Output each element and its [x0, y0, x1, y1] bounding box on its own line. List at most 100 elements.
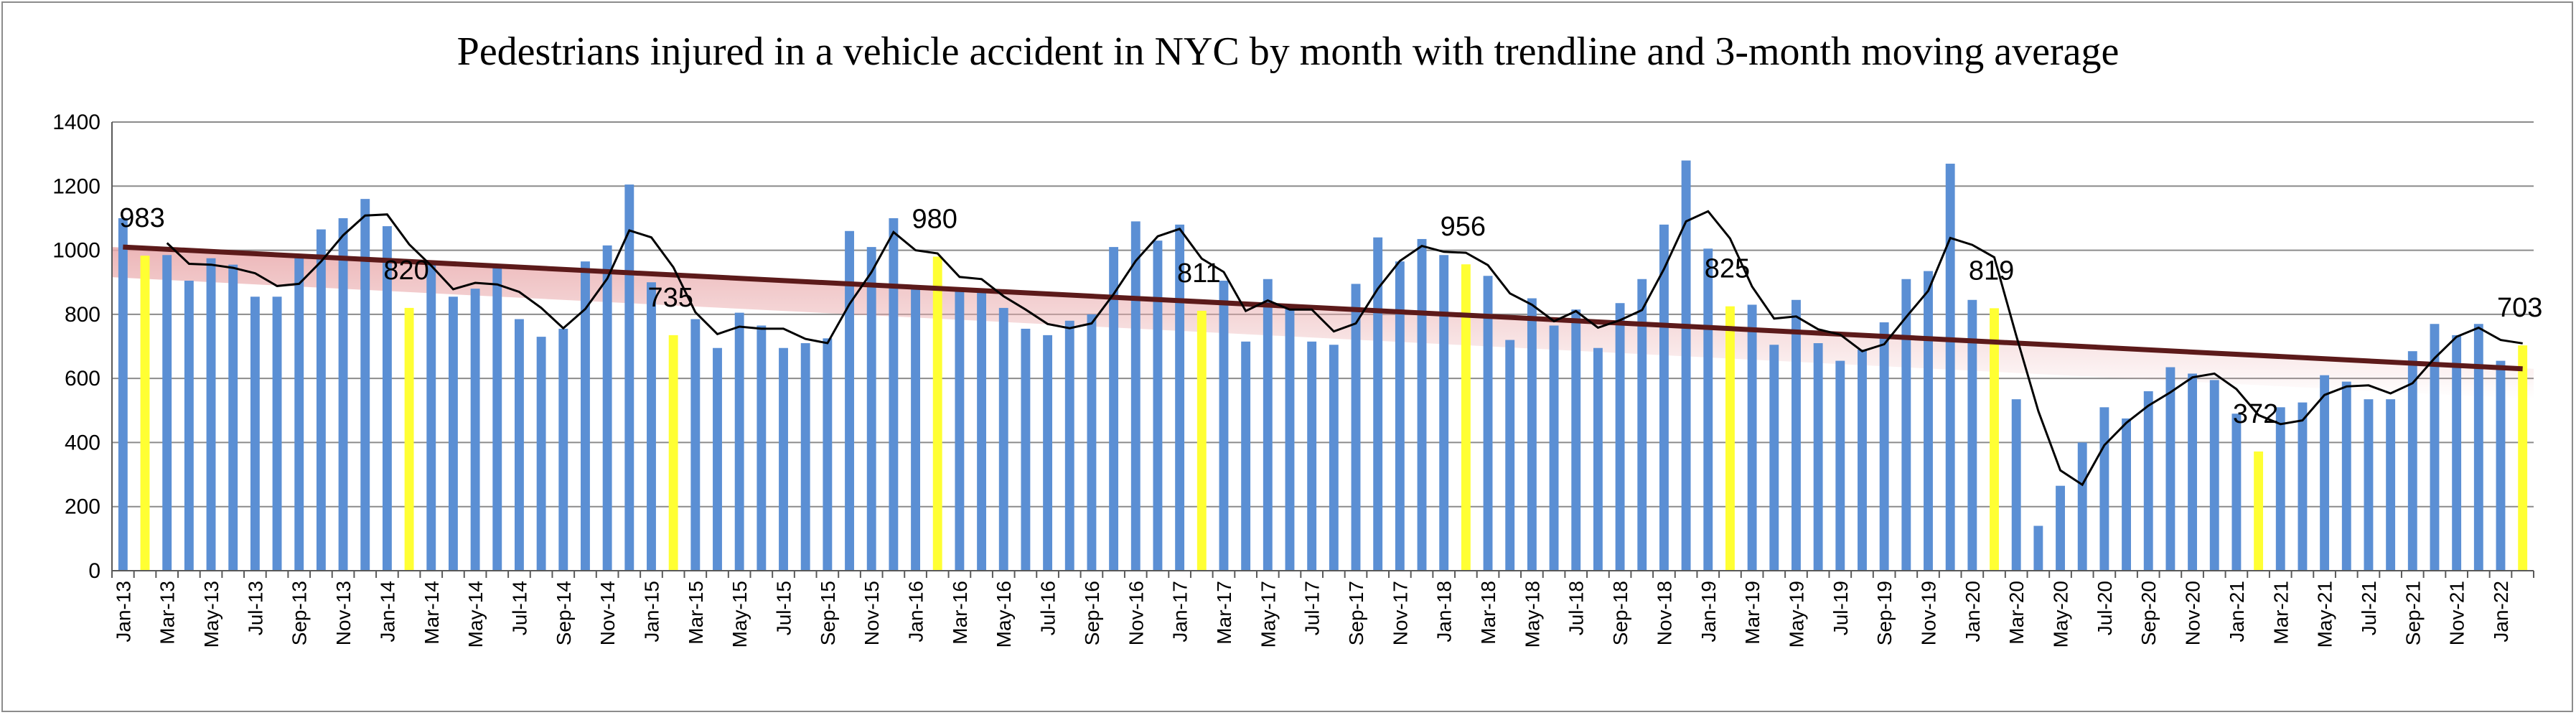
x-tick-label-May-19: May-19 — [1785, 581, 1807, 648]
y-tick-label-1200: 1200 — [52, 174, 100, 198]
x-tick-label-May-20: May-20 — [2050, 581, 2072, 648]
bar-Oct-17 — [1373, 237, 1383, 571]
x-tick-label-Sep-13: Sep-13 — [289, 581, 311, 645]
bar-Aug-18 — [1593, 347, 1603, 571]
bar-Sep-19 — [1879, 322, 1889, 571]
x-tick-label-Jul-17: Jul-17 — [1301, 581, 1324, 635]
bar-Apr-21 — [2298, 402, 2308, 571]
bar-Apr-20 — [2033, 525, 2043, 571]
bar-Dec-16 — [1153, 240, 1163, 571]
data-label-Feb-19: 825 — [1705, 254, 1750, 284]
x-tick-label-May-21: May-21 — [2314, 581, 2336, 648]
x-tick-label-Jul-13: Jul-13 — [244, 581, 266, 635]
bar-Nov-21 — [2452, 335, 2462, 571]
bar-Jan-18 — [1439, 255, 1449, 571]
x-tick-label-Mar-19: Mar-19 — [1741, 581, 1764, 645]
x-tick-label-Nov-20: Nov-20 — [2182, 581, 2204, 645]
bar-Jun-21 — [2341, 381, 2351, 571]
bar-Apr-17 — [1241, 341, 1251, 571]
bar-Feb-20 — [1990, 308, 1999, 571]
x-tick-label-Jan-13: Jan-13 — [112, 581, 134, 642]
bar-Jul-15 — [779, 347, 788, 571]
bar-Aug-15 — [800, 343, 810, 571]
bar-Mar-19 — [1747, 304, 1757, 571]
bar-Oct-16 — [1109, 247, 1119, 571]
x-tick-label-Mar-16: Mar-16 — [949, 581, 971, 645]
x-tick-label-Nov-21: Nov-21 — [2446, 581, 2468, 645]
x-tick-label-Mar-21: Mar-21 — [2270, 581, 2292, 645]
bar-May-15 — [734, 312, 744, 571]
data-label-Feb-21: 372 — [2233, 399, 2278, 429]
bar-Feb-22 — [2518, 345, 2528, 571]
moving-average-line — [166, 210, 2523, 487]
bar-Oct-20 — [2165, 367, 2175, 571]
bar-Feb-15 — [668, 335, 678, 571]
bars — [118, 160, 2528, 571]
bar-Jul-20 — [2099, 407, 2109, 571]
bar-Dec-21 — [2473, 324, 2483, 571]
bar-Nov-16 — [1130, 221, 1141, 571]
bar-Jul-19 — [1835, 360, 1845, 571]
data-label-Feb-13: 983 — [119, 203, 164, 233]
bar-Nov-13 — [338, 218, 348, 571]
x-tick-label-Jan-22: Jan-22 — [2490, 581, 2512, 642]
bar-Sep-20 — [2143, 391, 2153, 571]
x-tick-label-Jul-16: Jul-16 — [1037, 581, 1059, 635]
bar-Jul-13 — [250, 296, 260, 571]
bar-Mar-18 — [1483, 276, 1493, 571]
bar-Oct-21 — [2430, 324, 2440, 571]
bar-Aug-16 — [1064, 320, 1074, 571]
x-tick-label-May-16: May-16 — [993, 581, 1015, 648]
bar-May-14 — [470, 289, 480, 571]
data-label-Feb-14: 820 — [383, 256, 428, 286]
bar-Nov-17 — [1395, 261, 1405, 571]
bar-Apr-16 — [977, 291, 987, 571]
bar-Sep-14 — [558, 328, 568, 571]
bar-Aug-20 — [2122, 418, 2131, 571]
bar-Jan-22 — [2496, 360, 2506, 571]
x-tick-label-May-13: May-13 — [200, 581, 223, 648]
x-tick-label-Jul-21: Jul-21 — [2358, 581, 2380, 635]
y-tick-label-800: 800 — [65, 303, 100, 327]
x-tick-label-Sep-16: Sep-16 — [1081, 581, 1103, 645]
bar-May-18 — [1527, 298, 1537, 571]
bar-Sep-17 — [1351, 284, 1361, 571]
bar-Jun-13 — [228, 264, 238, 571]
bar-Jan-17 — [1175, 224, 1185, 571]
bar-Nov-20 — [2188, 373, 2198, 571]
x-tick-label-May-17: May-17 — [1257, 581, 1279, 648]
data-labels: 983 820 735 980 811 956 825 819 372 703 — [119, 203, 2542, 429]
bar-Jul-21 — [2364, 399, 2374, 571]
bar-Feb-18 — [1461, 264, 1471, 571]
bar-Mar-13 — [162, 255, 172, 571]
x-tick-label-Mar-17: Mar-17 — [1213, 581, 1235, 645]
y-tick-label-600: 600 — [65, 367, 100, 391]
bar-Sep-16 — [1087, 314, 1097, 571]
bar-Jan-20 — [1967, 299, 1977, 571]
x-tick-label-Jan-21: Jan-21 — [2226, 581, 2248, 642]
x-tick-label-Jan-17: Jan-17 — [1169, 581, 1191, 642]
bar-Nov-15 — [866, 247, 876, 571]
bar-Apr-18 — [1505, 340, 1515, 571]
data-label-Feb-20: 819 — [1969, 256, 2014, 286]
bar-Sep-15 — [823, 338, 833, 571]
data-label-Feb-16: 980 — [912, 205, 957, 235]
x-tick-label-Sep-19: Sep-19 — [1873, 581, 1896, 645]
bar-Jun-18 — [1549, 325, 1559, 571]
bar-Mar-15 — [690, 319, 701, 571]
bar-Oct-15 — [845, 230, 854, 571]
bar-Nov-19 — [1924, 271, 1933, 571]
x-tick-label-Sep-15: Sep-15 — [817, 581, 839, 645]
y-tick-label-200: 200 — [65, 495, 100, 519]
x-tick-label-Jul-15: Jul-15 — [773, 581, 795, 635]
x-tick-label-Nov-19: Nov-19 — [1918, 581, 1940, 645]
bar-Jul-17 — [1307, 341, 1317, 571]
bar-Jun-20 — [2077, 442, 2087, 571]
y-tick-label-1400: 1400 — [52, 111, 100, 134]
x-tick-label-Sep-14: Sep-14 — [553, 581, 575, 645]
data-label-Feb-17: 811 — [1177, 258, 1221, 289]
bar-May-16 — [998, 307, 1008, 571]
bar-Oct-18 — [1637, 279, 1647, 571]
x-tick-label-May-18: May-18 — [1521, 581, 1543, 648]
